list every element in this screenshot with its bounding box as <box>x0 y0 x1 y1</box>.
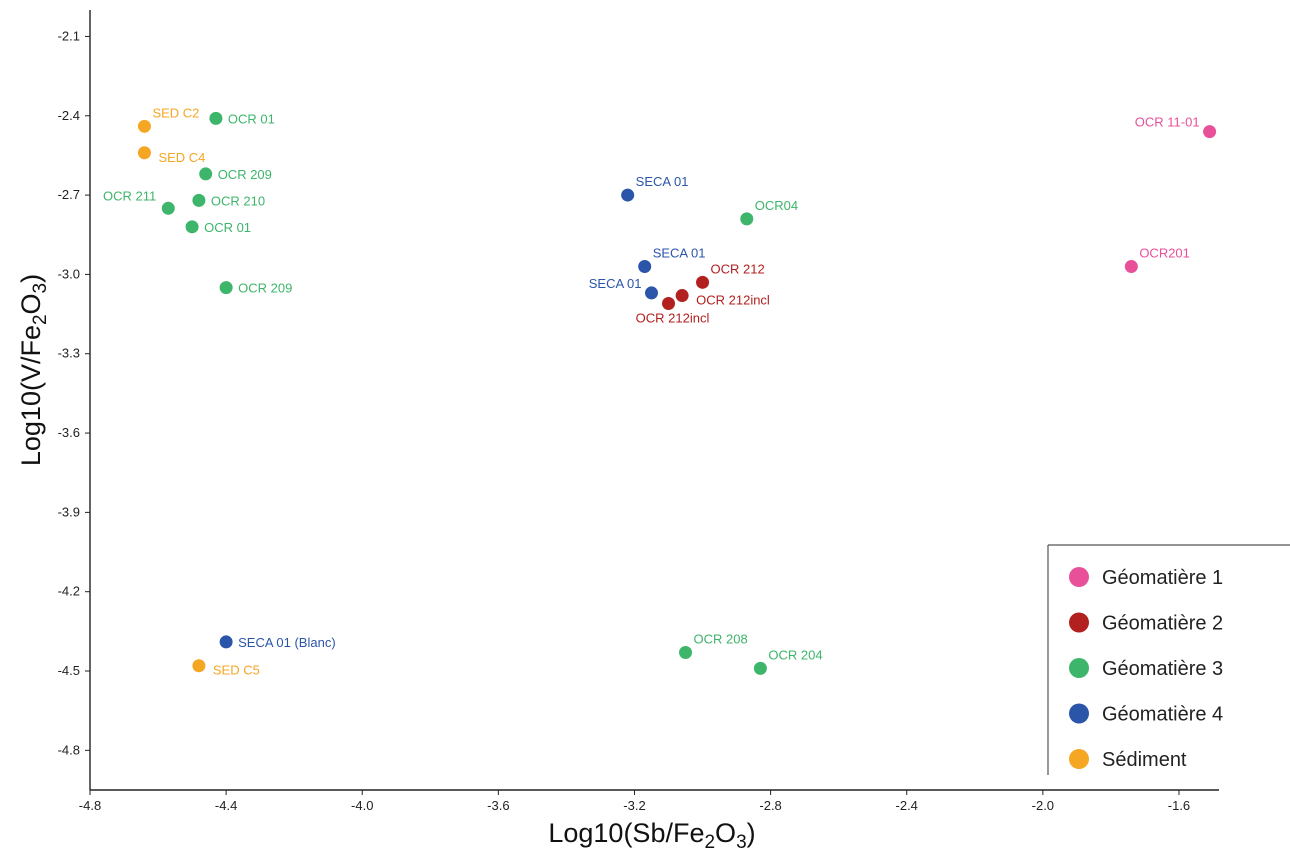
x-tick-label: -2.0 <box>1032 798 1054 813</box>
y-tick-label: -4.2 <box>58 584 80 599</box>
y-tick-label: -4.8 <box>58 742 80 757</box>
data-label: OCR 209 <box>218 167 272 182</box>
data-point <box>219 635 233 649</box>
data-point <box>161 201 175 215</box>
data-label: SECA 01 <box>653 245 706 260</box>
data-label: OCR 208 <box>694 632 748 647</box>
x-tick-label: -4.4 <box>215 798 237 813</box>
data-label: SED C4 <box>158 150 205 165</box>
y-tick-label: -3.3 <box>58 346 80 361</box>
data-label: SECA 01 <box>636 174 689 189</box>
legend-marker <box>1069 703 1089 724</box>
data-label: OCR 11-01 <box>1135 115 1200 130</box>
axes <box>89 10 1219 791</box>
data-point <box>219 281 233 295</box>
data-label: OCR 212incl <box>636 310 710 325</box>
data-label: OCR 210 <box>211 193 265 208</box>
data-label: OCR 212 <box>711 261 765 276</box>
data-label: OCR 209 <box>238 281 292 296</box>
legend-label: Géomatière 2 <box>1102 613 1223 635</box>
data-point <box>185 220 199 234</box>
data-point <box>1203 125 1217 139</box>
data-label: OCR 01 <box>228 111 275 126</box>
x-tick-label: -3.6 <box>487 798 509 813</box>
data-point <box>662 296 676 310</box>
data-label: OCR 211 <box>103 188 156 203</box>
x-axis-title: Log10(Sb/Fe2O3) <box>548 818 755 853</box>
data-label: OCR04 <box>755 198 798 213</box>
data-point <box>675 289 689 303</box>
legend-label: Sédiment <box>1102 749 1187 771</box>
data-point <box>645 286 658 300</box>
y-tick-label: -4.5 <box>58 663 80 678</box>
y-tick-label: -2.7 <box>58 187 80 202</box>
data-point <box>137 119 151 133</box>
data-point <box>192 659 206 673</box>
data-label: SED C2 <box>152 105 199 120</box>
legend: Géomatière 1 Géomatière 2 Géomatière 3 Géom… <box>1047 544 1290 775</box>
data-label: OCR 204 <box>768 647 822 662</box>
y-tick-label: -3.9 <box>58 504 80 519</box>
data-point <box>1124 259 1138 273</box>
data-point <box>209 111 223 125</box>
y-tick-label: -3.0 <box>58 266 80 281</box>
data-label: OCR 212incl <box>696 293 770 308</box>
data-point <box>137 146 151 160</box>
legend-marker <box>1069 658 1089 678</box>
y-tick-label: -3.6 <box>58 425 80 440</box>
data-label: SECA 01 <box>589 276 642 291</box>
data-point <box>740 212 754 226</box>
data-point <box>621 188 635 202</box>
data-label: OCR 01 <box>204 220 251 235</box>
legend-label: Géomatière 3 <box>1102 658 1223 680</box>
x-tick-label: -2.4 <box>896 798 918 813</box>
data-label: SED C5 <box>213 663 260 678</box>
data-point <box>753 661 767 675</box>
legend-marker <box>1069 612 1089 633</box>
data-point <box>679 646 693 660</box>
data-point <box>696 275 710 289</box>
legend-marker <box>1069 567 1089 587</box>
x-tick-label: -4.0 <box>351 798 373 813</box>
y-tick-label: -2.1 <box>58 28 80 43</box>
legend-label: Géomatière 1 <box>1102 567 1223 589</box>
y-axis-title: Log10(V/Fe2O3) <box>16 274 51 466</box>
x-tick-label: -2.8 <box>759 798 781 813</box>
x-tick-label: -3.2 <box>623 798 645 813</box>
data-point <box>199 167 213 181</box>
data-point <box>638 259 652 273</box>
data-points: OCR 11-01 OCR201 OCR 212 OCR 212incl OCR 212… <box>103 105 1217 678</box>
x-tick-label: -1.6 <box>1168 798 1190 813</box>
x-tick-label: -4.8 <box>79 798 101 813</box>
legend-marker <box>1069 749 1089 769</box>
y-tick-label: -2.4 <box>58 108 80 123</box>
data-label: SECA 01 (Blanc) <box>238 635 336 650</box>
data-point <box>192 193 206 207</box>
ticks: -4.8 -4.4 -4.0 -3.6 -3.2 -2.8 -2.4 -2.0 -1.6 -2.1… <box>58 28 1191 813</box>
legend-label: Géomatière 4 <box>1102 704 1223 726</box>
data-label: OCR201 <box>1139 245 1190 260</box>
